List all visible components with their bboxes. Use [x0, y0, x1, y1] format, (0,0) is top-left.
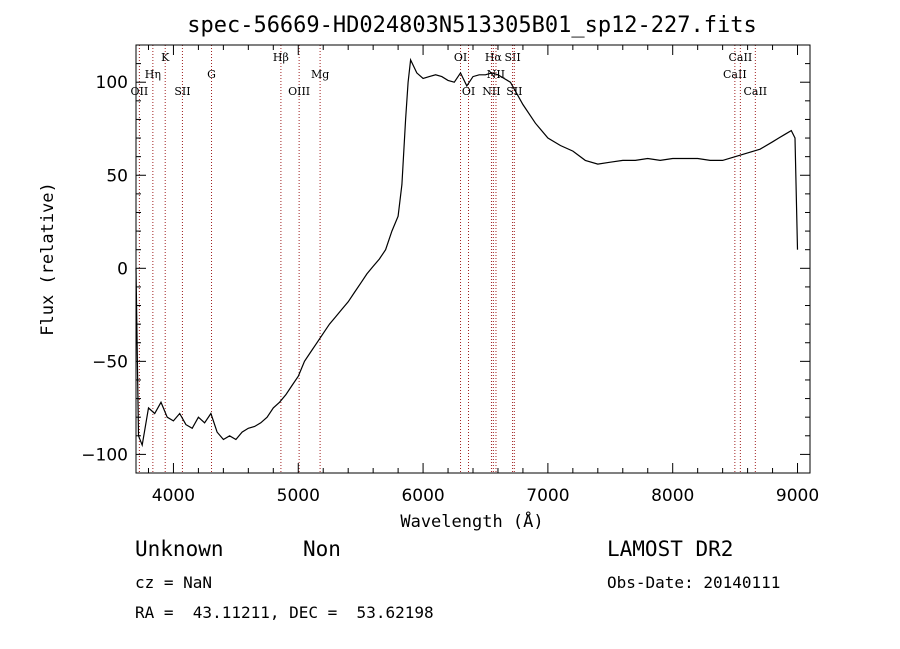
subclass-label: Non — [303, 537, 341, 561]
spectral-line-label: SII — [174, 85, 190, 98]
x-tick-label: 4000 — [152, 486, 195, 506]
y-tick-label: 50 — [106, 166, 128, 186]
class-label: Unknown — [135, 537, 224, 561]
axis-ticks: 4000 5000 6000 7000 8000 9000 −100 −50 0 50 100 — [81, 44, 819, 506]
spectral-line-label: Hα — [485, 51, 503, 64]
spectral-line-label: OII — [131, 85, 149, 98]
series-layer — [135, 57, 799, 448]
spectral-line-label: CaII — [729, 51, 753, 64]
spectral-line-label: SII — [506, 85, 522, 98]
spectrum-series-line — [135, 57, 799, 448]
spectral-line-label: OI — [462, 85, 475, 98]
spectral-line-label: K — [161, 51, 170, 64]
spectral-line-label: CaII — [743, 85, 767, 98]
y-tick-label: 100 — [96, 73, 128, 93]
x-tick-label: 5000 — [277, 486, 320, 506]
spectral-line-label: Mg — [311, 68, 329, 81]
spectral-lines: OIIHηKSIIGHβOIIIMgOIOIHαNIINIISIISIICaII… — [131, 45, 767, 473]
x-tick-label: 9000 — [776, 486, 819, 506]
y-tick-label: 0 — [117, 259, 128, 279]
x-axis-label: Wavelength (Å) — [400, 510, 543, 532]
survey-label: LAMOST DR2 — [607, 537, 734, 561]
spectral-line-label: NII — [482, 85, 500, 98]
y-tick-label: −50 — [92, 352, 128, 372]
y-tick-label: −100 — [81, 445, 128, 465]
spectral-line-label: OI — [454, 51, 467, 64]
x-tick-label: 8000 — [651, 486, 694, 506]
plot-frame — [135, 44, 811, 474]
spectral-line-label: G — [207, 68, 216, 81]
chart-title: spec-56669-HD024803N513305B01_sp12-227.f… — [187, 13, 757, 38]
spectral-line-label: SII — [504, 51, 520, 64]
coordinates: RA = 43.11211, DEC = 53.62198 — [135, 603, 434, 622]
y-axis-label: Flux (relative) — [38, 182, 58, 336]
x-tick-label: 7000 — [526, 486, 569, 506]
spectral-line-label: CaII — [723, 68, 747, 81]
spectral-line-label: OIII — [288, 85, 310, 98]
spectral-line-label: Hη — [145, 68, 161, 81]
obs-date: Obs-Date: 20140111 — [607, 573, 781, 592]
x-tick-label: 6000 — [401, 486, 444, 506]
spectral-line-label: Hβ — [273, 51, 289, 64]
redshift-readout: cz = NaN — [135, 573, 213, 592]
